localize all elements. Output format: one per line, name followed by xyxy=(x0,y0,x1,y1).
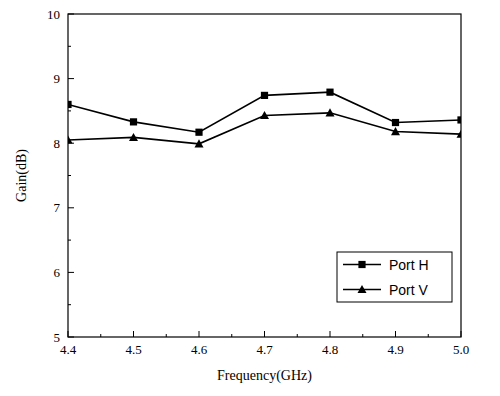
x-tick xyxy=(264,331,265,337)
y-minor-tick xyxy=(68,304,71,305)
legend-box xyxy=(337,252,452,302)
x-tick xyxy=(330,331,331,337)
series-marker xyxy=(129,133,138,141)
y-tick xyxy=(68,78,74,79)
series-marker xyxy=(326,89,333,96)
y-tick-label: 7 xyxy=(54,200,61,215)
y-tick-label: 10 xyxy=(47,7,60,22)
y-minor-tick xyxy=(68,110,71,111)
x-tick-label: 4.5 xyxy=(125,342,141,357)
x-tick xyxy=(199,331,200,337)
x-tick-label: 4.7 xyxy=(256,342,273,357)
y-axis-label: Gain(dB) xyxy=(14,149,30,202)
plot-frame xyxy=(68,14,461,337)
chart: 4.4 4.5 4.6 4.7 4.8 4.9 5.0 5 6 7 8 9 10 Frequency(GH… xyxy=(0,0,500,396)
series-marker xyxy=(457,130,462,138)
series-marker xyxy=(260,111,269,119)
x-tick-label: 4.6 xyxy=(191,342,208,357)
x-tick-label: 5.0 xyxy=(453,342,469,357)
x-minor-tick xyxy=(362,334,363,337)
x-tick-label: 4.9 xyxy=(387,342,403,357)
series-marker xyxy=(68,135,73,143)
series-marker xyxy=(195,129,202,136)
plot-area xyxy=(68,89,461,148)
x-minor-tick xyxy=(100,334,101,337)
y-tick xyxy=(68,207,74,208)
series-marker xyxy=(457,116,461,123)
y-tick-label: 6 xyxy=(54,265,61,280)
y-minor-tick xyxy=(68,175,71,176)
legend-label: Port H xyxy=(389,257,429,273)
x-minor-tick xyxy=(297,334,298,337)
legend-label: Port V xyxy=(389,282,429,298)
x-minor-tick xyxy=(166,334,167,337)
x-tick xyxy=(133,331,134,337)
series-marker xyxy=(392,119,399,126)
y-tick xyxy=(68,272,74,273)
series-marker xyxy=(195,139,204,147)
x-minor-tick xyxy=(231,334,232,337)
x-axis-label: Frequency(GHz) xyxy=(217,368,312,384)
series-marker xyxy=(130,118,137,125)
x-tick xyxy=(68,331,69,337)
y-tick xyxy=(68,337,74,338)
background xyxy=(0,0,500,396)
y-tick xyxy=(68,14,74,15)
series-marker xyxy=(261,92,268,99)
y-tick-label: 8 xyxy=(54,136,61,151)
legend-marker xyxy=(358,285,367,293)
series-line xyxy=(68,92,461,132)
x-minor-tick xyxy=(428,334,429,337)
x-tick xyxy=(395,331,396,337)
series-marker xyxy=(68,101,72,108)
series-marker xyxy=(326,108,335,116)
x-tick-label: 4.8 xyxy=(322,342,338,357)
series-marker xyxy=(391,127,400,135)
x-tick xyxy=(461,331,462,337)
x-tick-label: 4.4 xyxy=(60,342,77,357)
y-tick-label: 9 xyxy=(54,71,61,86)
legend: Port H Port V xyxy=(337,252,452,302)
y-minor-tick xyxy=(68,46,71,47)
y-tick-label: 5 xyxy=(54,330,61,345)
legend-marker xyxy=(358,261,365,268)
y-minor-tick xyxy=(68,240,71,241)
